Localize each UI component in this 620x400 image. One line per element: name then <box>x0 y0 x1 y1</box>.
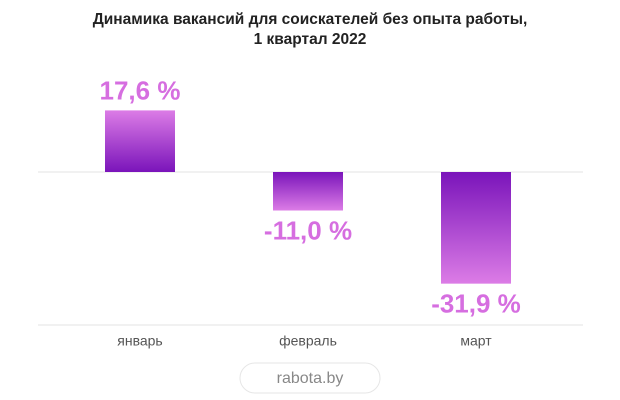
bar <box>273 172 343 211</box>
value-label: 17,6 % <box>100 75 181 105</box>
x-tick-label: февраль <box>279 333 337 349</box>
x-tick-label: январь <box>117 333 162 349</box>
x-tick-label: март <box>460 333 492 349</box>
footer-text: rabota.by <box>277 370 344 387</box>
footer-pill <box>239 362 381 394</box>
value-label: -11,0 % <box>264 215 352 245</box>
bar <box>441 172 511 284</box>
chart-title: Динамика вакансий для соискателей без оп… <box>93 11 528 28</box>
chart-title: 1 квартал 2022 <box>254 31 367 48</box>
bar <box>105 110 175 172</box>
value-label: -31,9 % <box>431 289 521 319</box>
